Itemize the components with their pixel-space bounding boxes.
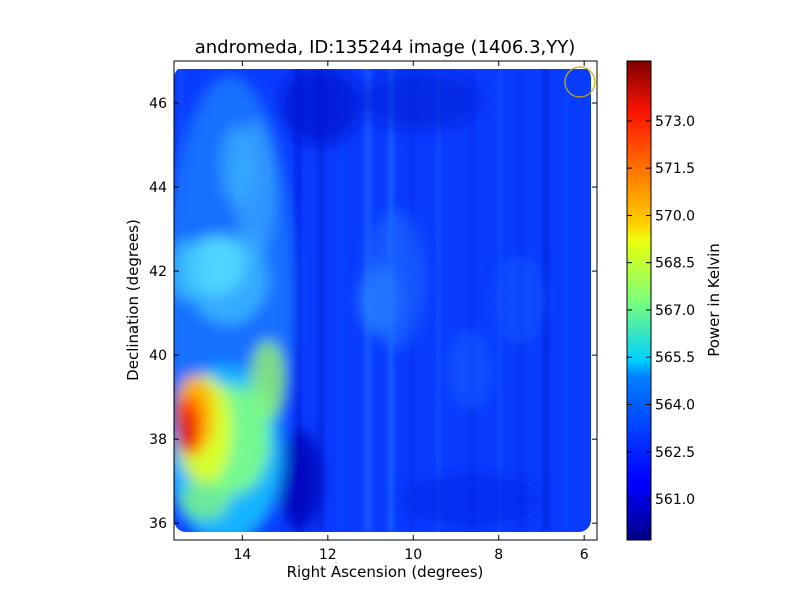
colorbar-tick-label: 565.5 [655, 350, 695, 366]
colorbar-tick-label: 561.0 [655, 492, 695, 508]
y-tick-label: 44 [149, 180, 167, 196]
colorbar-tick-label: 570.0 [655, 208, 695, 224]
colorbar-tick-label: 562.5 [655, 445, 695, 461]
annotations [564, 66, 596, 98]
y-tick-label: 42 [149, 264, 167, 280]
colorbar-tick-label: 567.0 [655, 303, 695, 319]
plot-frame [173, 60, 598, 541]
colorbar [626, 60, 652, 541]
colorbar-label: Power in Kelvin [705, 243, 723, 357]
chart-title: andromeda, ID:135244 image (1406.3,YY) [195, 37, 576, 58]
beam-circle [564, 66, 596, 98]
x-tick-label: 14 [233, 547, 251, 563]
emission-regions [174, 66, 545, 532]
x-axis: 14 12 10 8 6 [233, 61, 589, 563]
colorbar-tick-label: 568.5 [655, 256, 695, 272]
y-axis: 36 38 40 42 44 46 [149, 96, 597, 532]
colorbar-tick-label: 564.0 [655, 397, 695, 413]
y-tick-label: 36 [149, 516, 167, 532]
y-axis-label: Declination (degrees) [124, 219, 142, 381]
x-tick-label: 8 [494, 547, 503, 563]
x-axis-label: Right Ascension (degrees) [287, 563, 484, 581]
colorbar-tick-label: 573.0 [655, 114, 695, 130]
y-tick-label: 40 [149, 348, 167, 364]
x-tick-label: 6 [580, 547, 589, 563]
colorbar-tick-label: 571.5 [655, 161, 695, 177]
x-tick-label: 12 [319, 547, 337, 563]
y-tick-label: 46 [149, 96, 167, 112]
x-tick-label: 10 [404, 547, 422, 563]
y-tick-label: 38 [149, 432, 167, 448]
heatmap-image [174, 61, 597, 540]
colorbar-ticks: 561.0 562.5 564.0 565.5 567.0 568.5 570.0 571.5… [627, 114, 695, 508]
